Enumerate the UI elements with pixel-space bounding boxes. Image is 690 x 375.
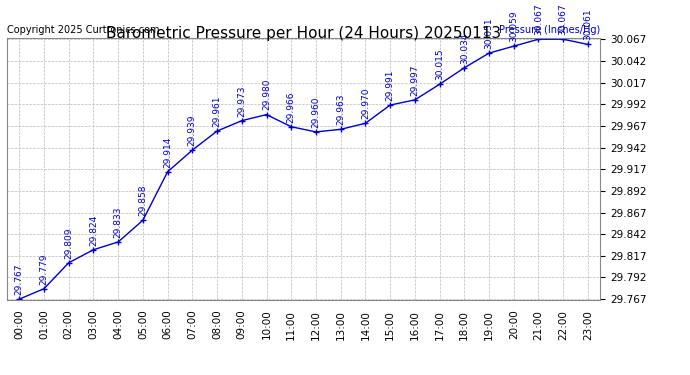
Text: Barometric Pressure per Hour (24 Hours) 20250113: Barometric Pressure per Hour (24 Hours) …	[106, 26, 501, 41]
Text: 29.833: 29.833	[114, 206, 123, 238]
Text: 29.767: 29.767	[14, 264, 23, 295]
Text: Pressure (Inches/Hg): Pressure (Inches/Hg)	[499, 25, 600, 35]
Text: 30.067: 30.067	[559, 3, 568, 35]
Text: 30.051: 30.051	[484, 17, 493, 49]
Text: Copyright 2025 Curtronics.com: Copyright 2025 Curtronics.com	[7, 25, 159, 35]
Text: 30.061: 30.061	[584, 9, 593, 40]
Text: 29.809: 29.809	[64, 227, 73, 259]
Text: 29.914: 29.914	[163, 136, 172, 168]
Text: 29.858: 29.858	[139, 184, 148, 216]
Text: 29.939: 29.939	[188, 114, 197, 146]
Text: 29.980: 29.980	[262, 79, 271, 110]
Text: 29.779: 29.779	[39, 253, 48, 285]
Text: 30.067: 30.067	[534, 3, 543, 35]
Text: 30.059: 30.059	[509, 10, 518, 42]
Text: 29.824: 29.824	[89, 214, 98, 246]
Text: 30.015: 30.015	[435, 48, 444, 80]
Text: 29.961: 29.961	[213, 95, 221, 127]
Text: 29.963: 29.963	[336, 94, 345, 125]
Text: 29.973: 29.973	[237, 85, 246, 117]
Text: 29.991: 29.991	[386, 69, 395, 101]
Text: 29.997: 29.997	[411, 64, 420, 96]
Text: 30.034: 30.034	[460, 32, 469, 64]
Text: 29.970: 29.970	[361, 88, 370, 119]
Text: 29.960: 29.960	[311, 96, 320, 128]
Text: 29.966: 29.966	[287, 91, 296, 123]
